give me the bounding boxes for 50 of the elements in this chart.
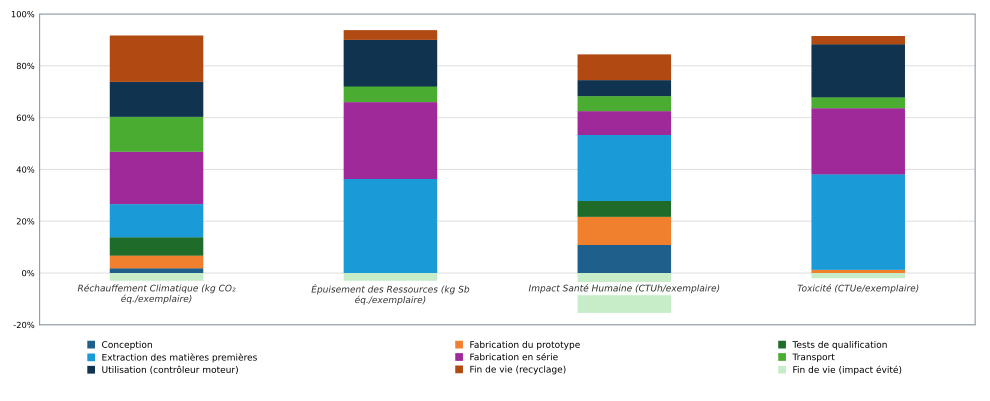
legend-label: Tests de qualification [792, 340, 887, 350]
bar [344, 40, 438, 87]
y-tick-label: 60% [16, 114, 34, 121]
y-tick-label: -20% [14, 322, 34, 328]
y-tick-label: 40% [16, 166, 34, 173]
bar [344, 86, 438, 102]
bar [811, 174, 905, 270]
legend-label: Fabrication en série [470, 352, 558, 360]
bar [344, 179, 438, 274]
bar [578, 54, 672, 80]
bar [578, 111, 672, 135]
bar [110, 273, 204, 281]
bar [344, 102, 438, 180]
x-tick-label: Épuisement des Ressources (kg Sb éq./exemplaire) [311, 284, 470, 305]
bar [578, 134, 672, 202]
bar [110, 204, 204, 238]
x-tick-label: Réchauffement Climatique (kg CO₂ éq./exemplaire) [78, 284, 236, 304]
bar [811, 44, 905, 98]
x-tick-label: Toxicité (CTUe/exemplaire) [798, 284, 918, 294]
legend-label: Utilisation (contrôleur moteur) [102, 366, 238, 374]
x-tick-label: Impact Santé Humaine (CTUh/exemplaire) [528, 284, 720, 294]
legend-label: Fin de vie (impact évité) [793, 366, 902, 375]
bar [578, 216, 672, 246]
bar [344, 273, 438, 281]
bar [578, 201, 672, 217]
bar [344, 30, 438, 40]
legend-label: Fin de vie (recyclage) [470, 366, 566, 374]
legend-label: Fabrication du prototype [470, 340, 580, 350]
bar [811, 36, 905, 44]
bar [110, 152, 204, 204]
bar [811, 273, 905, 278]
bar [110, 237, 204, 256]
bar [110, 116, 204, 152]
bar [811, 108, 905, 174]
legend-label: Conception [102, 340, 152, 350]
y-tick-label: 20% [16, 218, 34, 225]
y-tick-label: 100% [12, 11, 34, 18]
bar [110, 268, 204, 274]
bar [811, 270, 905, 274]
legend-label: Extraction des matières premières [102, 353, 257, 362]
bar [811, 97, 905, 108]
bar [578, 245, 672, 274]
bar [110, 36, 204, 82]
y-tick-label: 0% [22, 270, 34, 276]
bar [578, 96, 672, 112]
bar [578, 80, 672, 96]
y-tick-label: 80% [16, 62, 34, 70]
bar [110, 256, 204, 268]
legend-label: Transport [792, 354, 835, 362]
bar [110, 82, 204, 117]
